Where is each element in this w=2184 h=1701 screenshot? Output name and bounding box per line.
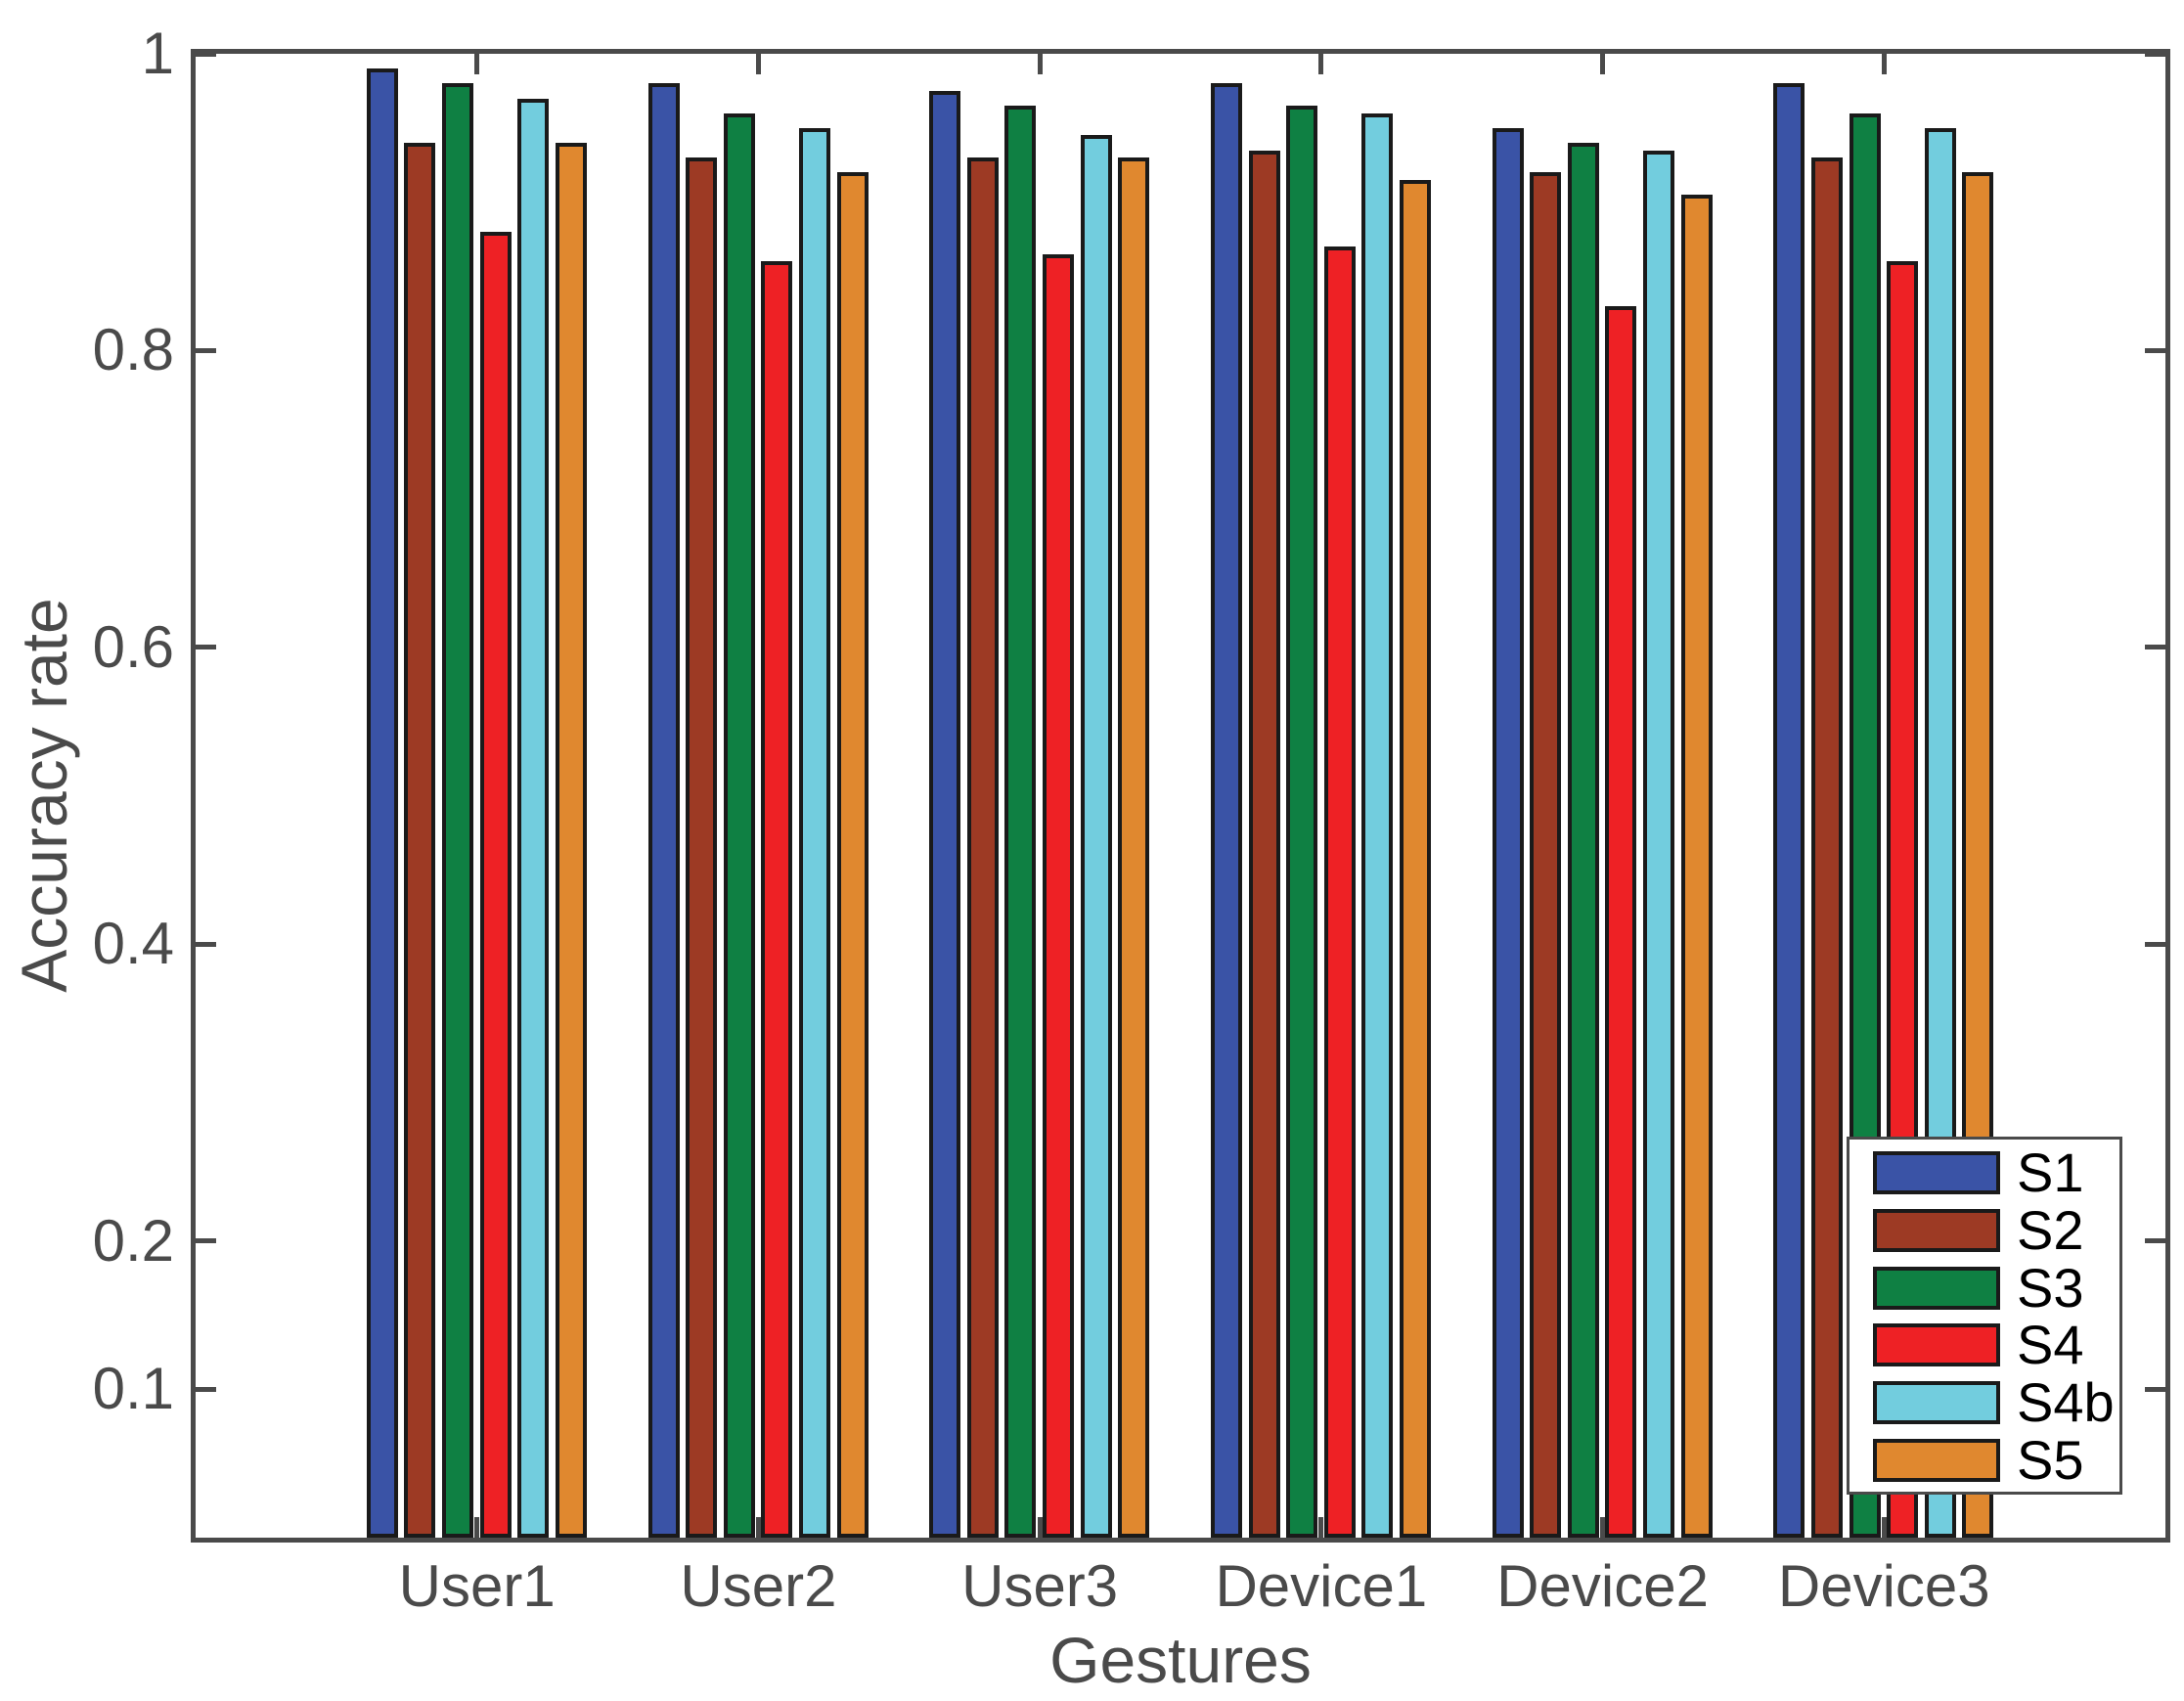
- bar-S4-Device1: [1323, 246, 1356, 1538]
- x-tick-bottom: [1600, 1517, 1606, 1538]
- y-tick-label: 1: [141, 21, 174, 86]
- y-tick-left: [196, 645, 216, 650]
- y-tick-right: [2145, 347, 2165, 353]
- y-axis-title: Accuracy rate: [8, 598, 80, 993]
- y-tick-left: [196, 51, 216, 57]
- x-tick-bottom: [1037, 1517, 1043, 1538]
- legend-swatch-S5: [1873, 1439, 2000, 1482]
- y-tick-right: [2145, 941, 2165, 947]
- bar-S2-Device3: [1810, 157, 1843, 1538]
- bar-S1-Device2: [1492, 128, 1524, 1538]
- y-tick-right: [2145, 645, 2165, 650]
- y-tick-label: 0.8: [92, 317, 174, 383]
- x-tick-label: User2: [680, 1553, 837, 1619]
- bar-S4-User2: [761, 261, 793, 1538]
- legend: [1847, 1137, 2122, 1495]
- y-tick-label: 0.1: [92, 1356, 174, 1422]
- bar-S4-User1: [479, 232, 512, 1538]
- x-tick-label: Device1: [1215, 1553, 1428, 1619]
- bar-S1-Device1: [1210, 83, 1242, 1538]
- y-tick-left: [196, 941, 216, 947]
- x-axis-title: Gestures: [1049, 1624, 1312, 1696]
- bar-S5-Device1: [1399, 180, 1431, 1538]
- x-tick-bottom: [474, 1517, 480, 1538]
- bar-S2-User3: [966, 157, 999, 1538]
- bar-S2-User2: [686, 157, 718, 1538]
- bar-S3-User1: [442, 83, 473, 1538]
- legend-swatch-S2: [1873, 1208, 2000, 1252]
- bar-S3-User3: [1004, 106, 1037, 1538]
- x-tick-label: User3: [961, 1553, 1119, 1619]
- legend-label-S3: S3: [2017, 1256, 2084, 1319]
- legend-label-S1: S1: [2017, 1141, 2084, 1203]
- x-tick-top: [1600, 54, 1606, 74]
- bar-S4-User3: [1043, 254, 1075, 1538]
- x-tick-label: Device3: [1777, 1553, 1990, 1619]
- x-tick-label: Device2: [1496, 1553, 1709, 1619]
- bar-S4b-Device2: [1643, 151, 1675, 1538]
- bar-S4b-Device1: [1361, 113, 1394, 1538]
- x-tick-top: [1037, 54, 1043, 74]
- legend-label-S4: S4: [2017, 1314, 2084, 1376]
- bar-S5-User3: [1118, 157, 1150, 1538]
- x-tick-top: [1318, 54, 1324, 74]
- bar-S1-User3: [929, 91, 961, 1538]
- x-tick-bottom: [1318, 1517, 1324, 1538]
- bar-S4b-User3: [1080, 135, 1112, 1538]
- bar-S4b-User2: [798, 128, 830, 1538]
- x-tick-top: [1881, 54, 1887, 74]
- bar-S2-Device1: [1248, 151, 1280, 1538]
- x-tick-top: [474, 54, 480, 74]
- x-tick-top: [755, 54, 761, 74]
- bar-S5-Device2: [1680, 195, 1713, 1538]
- legend-swatch-S1: [1873, 1151, 2000, 1194]
- y-tick-left: [196, 347, 216, 353]
- bar-S3-Device1: [1286, 106, 1318, 1538]
- y-tick-label: 0.6: [92, 613, 174, 680]
- legend-label-S4b: S4b: [2017, 1371, 2115, 1434]
- bar-S3-Device2: [1567, 143, 1599, 1538]
- x-tick-bottom: [1881, 1517, 1887, 1538]
- legend-swatch-S4b: [1873, 1381, 2000, 1425]
- bar-S2-Device2: [1530, 172, 1562, 1538]
- y-tick-right: [2145, 51, 2165, 57]
- y-tick-label: 0.2: [92, 1207, 174, 1274]
- bar-S2-User1: [404, 143, 436, 1538]
- bar-S4b-User1: [517, 99, 550, 1538]
- y-tick-right: [2145, 1386, 2165, 1392]
- legend-swatch-S3: [1873, 1266, 2000, 1310]
- x-tick-label: User1: [398, 1553, 556, 1619]
- legend-label-S5: S5: [2017, 1429, 2084, 1491]
- plot-box-frame: [191, 49, 2170, 1543]
- y-tick-left: [196, 1238, 216, 1244]
- bar-S3-User2: [723, 113, 755, 1538]
- bar-S5-User1: [555, 143, 587, 1538]
- bar-S4-Device2: [1605, 306, 1637, 1538]
- y-tick-left: [196, 1386, 216, 1392]
- legend-label-S2: S2: [2017, 1198, 2084, 1261]
- y-tick-label: 0.4: [92, 911, 174, 977]
- x-tick-bottom: [755, 1517, 761, 1538]
- y-tick-right: [2145, 1238, 2165, 1244]
- bar-S1-User1: [366, 68, 398, 1538]
- bar-S1-User2: [647, 83, 680, 1538]
- bar-S1-Device3: [1773, 83, 1805, 1538]
- legend-swatch-S4: [1873, 1323, 2000, 1367]
- bar-S5-User2: [836, 172, 869, 1538]
